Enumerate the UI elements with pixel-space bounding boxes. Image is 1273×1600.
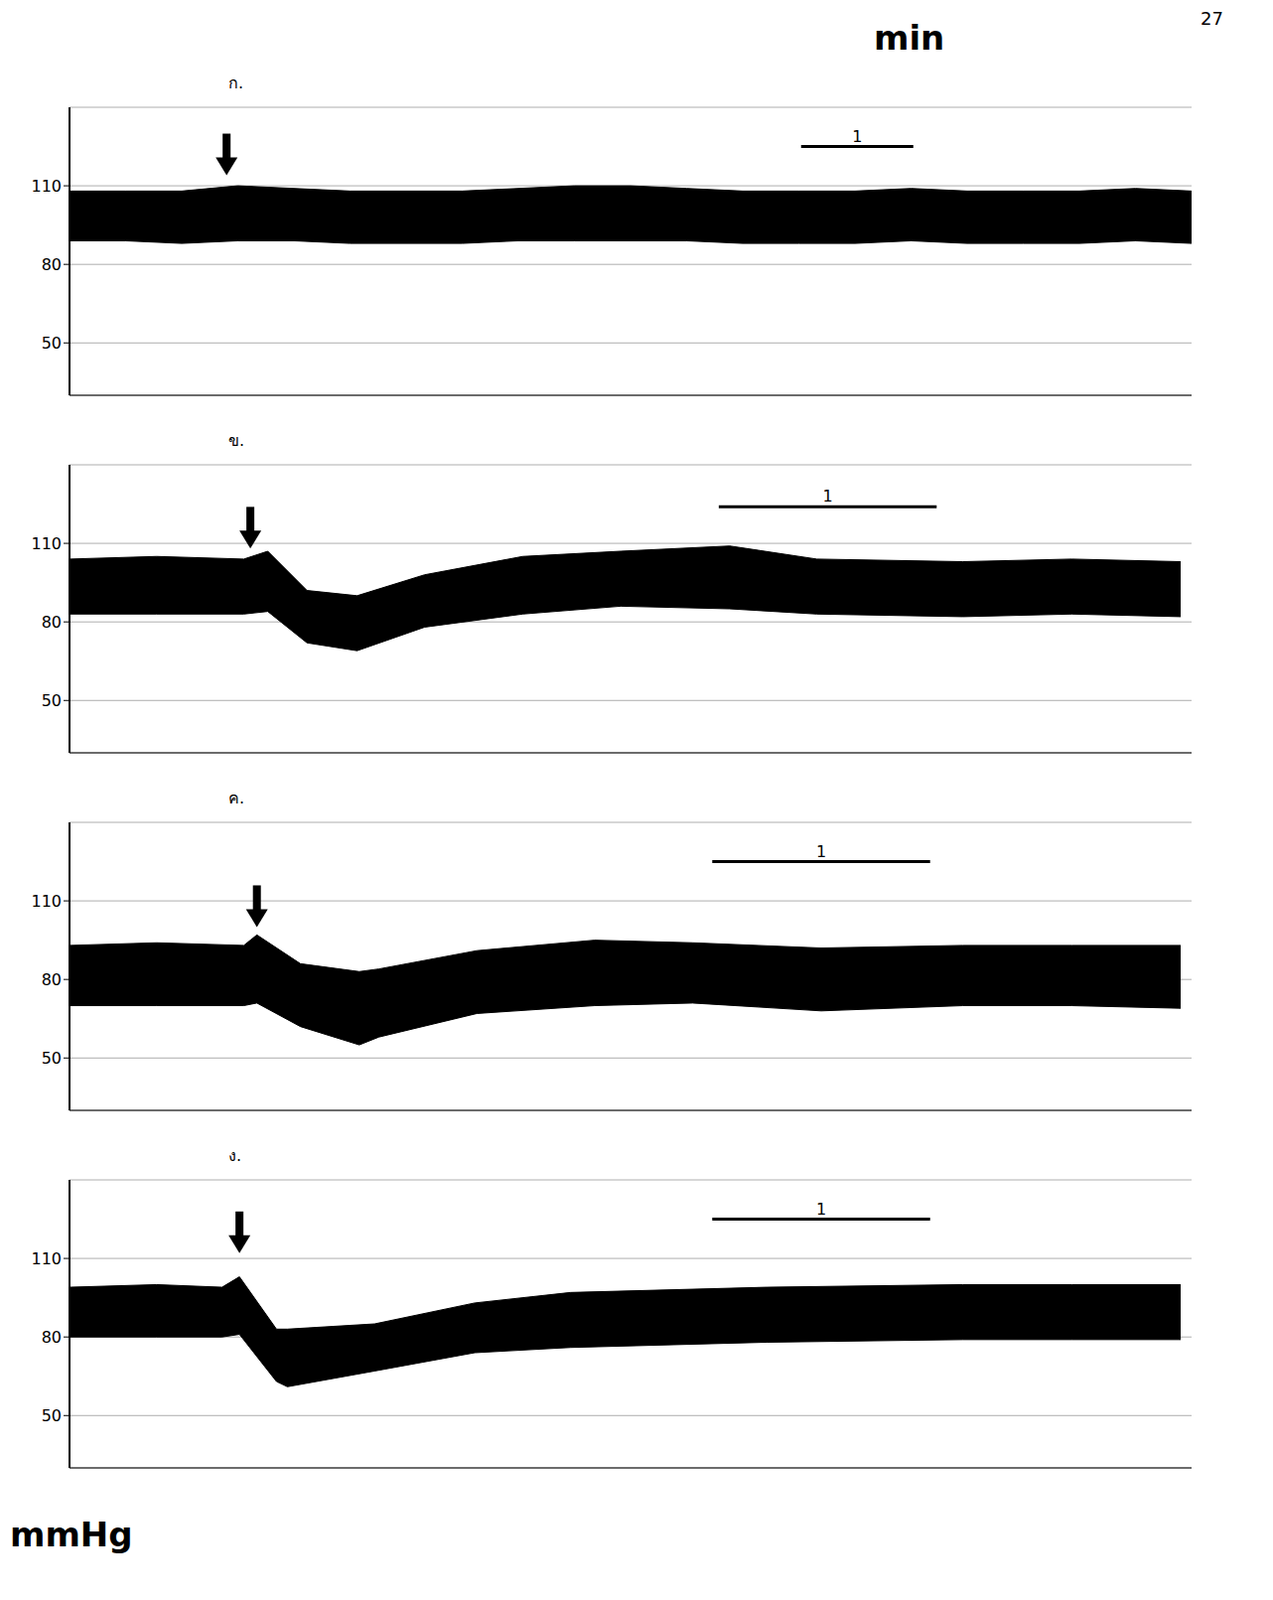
svg-text:50: 50 [41, 691, 62, 710]
svg-text:1: 1 [816, 1199, 827, 1219]
svg-text:50: 50 [41, 333, 62, 353]
html-text:ค.: ค. [228, 788, 245, 808]
html-text:ข.: ข. [228, 430, 245, 450]
svg-text:50: 50 [41, 1048, 62, 1068]
svg-text:1: 1 [822, 486, 833, 506]
svg-text:110: 110 [30, 534, 62, 554]
svg-text:80: 80 [41, 970, 62, 990]
html-text:mmHg: mmHg [9, 1514, 133, 1555]
html-text:ก.: ก. [228, 73, 244, 93]
html-text:27: 27 [1200, 7, 1224, 29]
svg-text:110: 110 [30, 1249, 62, 1269]
svg-text:80: 80 [41, 612, 62, 632]
svg-text:1: 1 [851, 127, 862, 146]
svg-text:110: 110 [30, 176, 62, 196]
svg-text:50: 50 [41, 1406, 62, 1425]
svg-text:80: 80 [41, 1327, 62, 1347]
html-text:min: min [873, 17, 945, 58]
html-text:ง.: ง. [228, 1145, 242, 1165]
svg-text:80: 80 [41, 255, 62, 275]
svg-text:1: 1 [816, 842, 827, 861]
svg-text:110: 110 [30, 891, 62, 911]
